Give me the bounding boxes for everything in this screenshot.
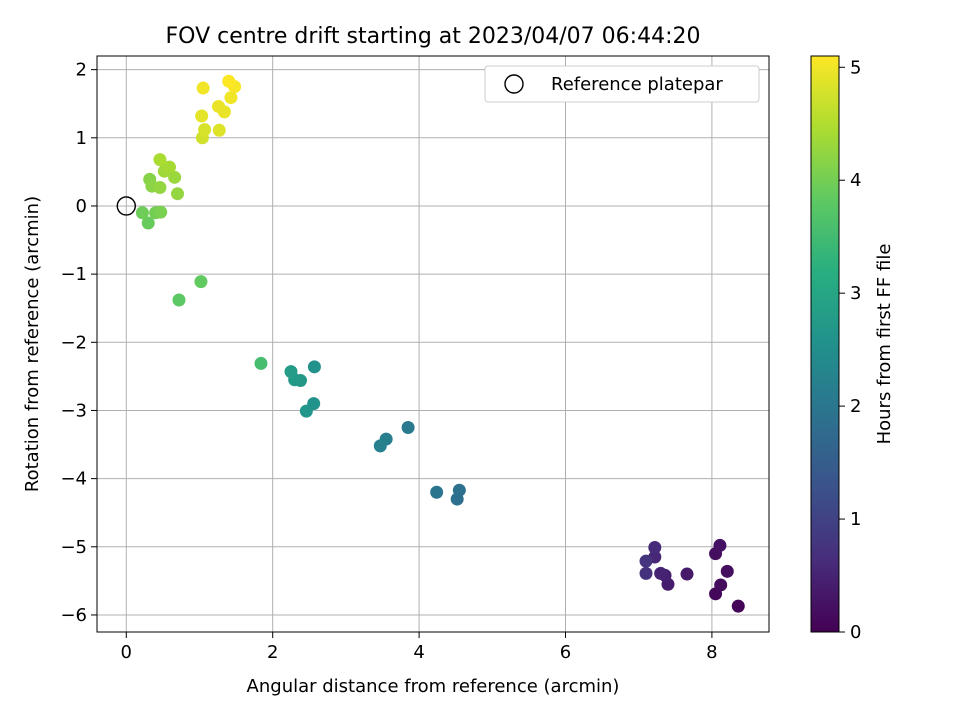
x-tick-label: 2 — [267, 642, 278, 663]
scatter-point — [284, 365, 298, 379]
scatter-point — [195, 109, 209, 123]
scatter-point — [141, 216, 155, 230]
y-axis-ticks: 2 1 0 −1 −2 −3 −4 −5 −6 — [60, 60, 97, 626]
scatter-point — [154, 205, 168, 219]
x-tick-label: 8 — [706, 642, 717, 663]
colorbar-tick-label: 3 — [850, 283, 861, 304]
legend-box — [484, 65, 760, 103]
colorbar-label: Hours from first FF file — [874, 244, 895, 445]
scatter-point — [162, 160, 176, 174]
colorbar-tick-label: 1 — [850, 509, 861, 530]
scatter-point — [212, 123, 226, 137]
reference-marker-layer — [116, 196, 136, 216]
y-tick-label: −6 — [60, 605, 87, 626]
scatter-point — [171, 187, 185, 201]
scatter-point — [222, 74, 236, 88]
scatter-point — [639, 554, 653, 568]
scatter-point — [168, 170, 182, 184]
scatter-point — [452, 483, 466, 497]
legend-label: Reference platepar — [551, 74, 723, 95]
scatter-point — [680, 567, 694, 581]
scatter-point — [153, 181, 167, 195]
y-tick-label: 1 — [76, 128, 87, 149]
x-tick-label: 4 — [413, 642, 424, 663]
y-tick-label: 2 — [76, 60, 87, 81]
reference-platepar-marker — [116, 196, 136, 216]
legend-marker-open-circle — [504, 74, 524, 94]
y-tick-label: 0 — [76, 196, 87, 217]
grid-lines — [97, 56, 769, 632]
colorbar-ticks: 0 1 2 3 4 5 — [839, 57, 861, 643]
scatter-point — [135, 206, 149, 220]
y-tick-label: −3 — [60, 400, 87, 421]
y-axis-label: Rotation from reference (arcmin) — [22, 196, 43, 492]
scatter-point — [731, 599, 745, 613]
chart-title: FOV centre drift starting at 2023/04/07 … — [166, 24, 701, 49]
scatter-point — [720, 564, 734, 578]
scatter-point — [639, 566, 653, 580]
x-tick-label: 6 — [560, 642, 571, 663]
colorbar-tick-label: 4 — [850, 170, 861, 191]
scatter-point — [198, 123, 212, 137]
scatter-point — [648, 540, 662, 554]
scatter-point — [430, 485, 444, 499]
y-tick-label: −2 — [60, 332, 87, 353]
scatter-point — [714, 578, 728, 592]
colorbar-tick-label: 5 — [850, 57, 861, 78]
scatter-point — [654, 566, 668, 580]
scatter-point — [196, 81, 210, 95]
colorbar-frame — [810, 55, 840, 633]
scatter-point — [254, 356, 268, 370]
scatter-point — [401, 421, 415, 435]
scatter-point — [299, 404, 313, 418]
scatter-point — [224, 91, 238, 105]
y-tick-label: −5 — [60, 537, 87, 558]
scatter-point — [153, 153, 167, 167]
scatter-point — [307, 360, 321, 374]
x-axis-label: Angular distance from reference (arcmin) — [247, 676, 620, 697]
y-tick-label: −1 — [60, 264, 87, 285]
colorbar-gradient — [811, 56, 839, 632]
x-tick-label: 0 — [121, 642, 132, 663]
plot-frame — [96, 55, 770, 633]
scatter-points — [135, 74, 745, 613]
colorbar: 0 1 2 3 4 5 Hours from first FF file — [810, 55, 895, 643]
scatter-point — [194, 275, 208, 289]
legend: Reference platepar — [484, 65, 760, 103]
scatter-point — [713, 538, 727, 552]
y-tick-label: −4 — [60, 469, 87, 490]
x-axis-ticks: 0 2 4 6 8 — [121, 632, 718, 663]
colorbar-tick-label: 0 — [850, 622, 861, 643]
scatter-point — [172, 293, 186, 307]
colorbar-tick-label: 2 — [850, 396, 861, 417]
scatter-point — [373, 439, 387, 453]
scatter-point — [217, 105, 231, 119]
